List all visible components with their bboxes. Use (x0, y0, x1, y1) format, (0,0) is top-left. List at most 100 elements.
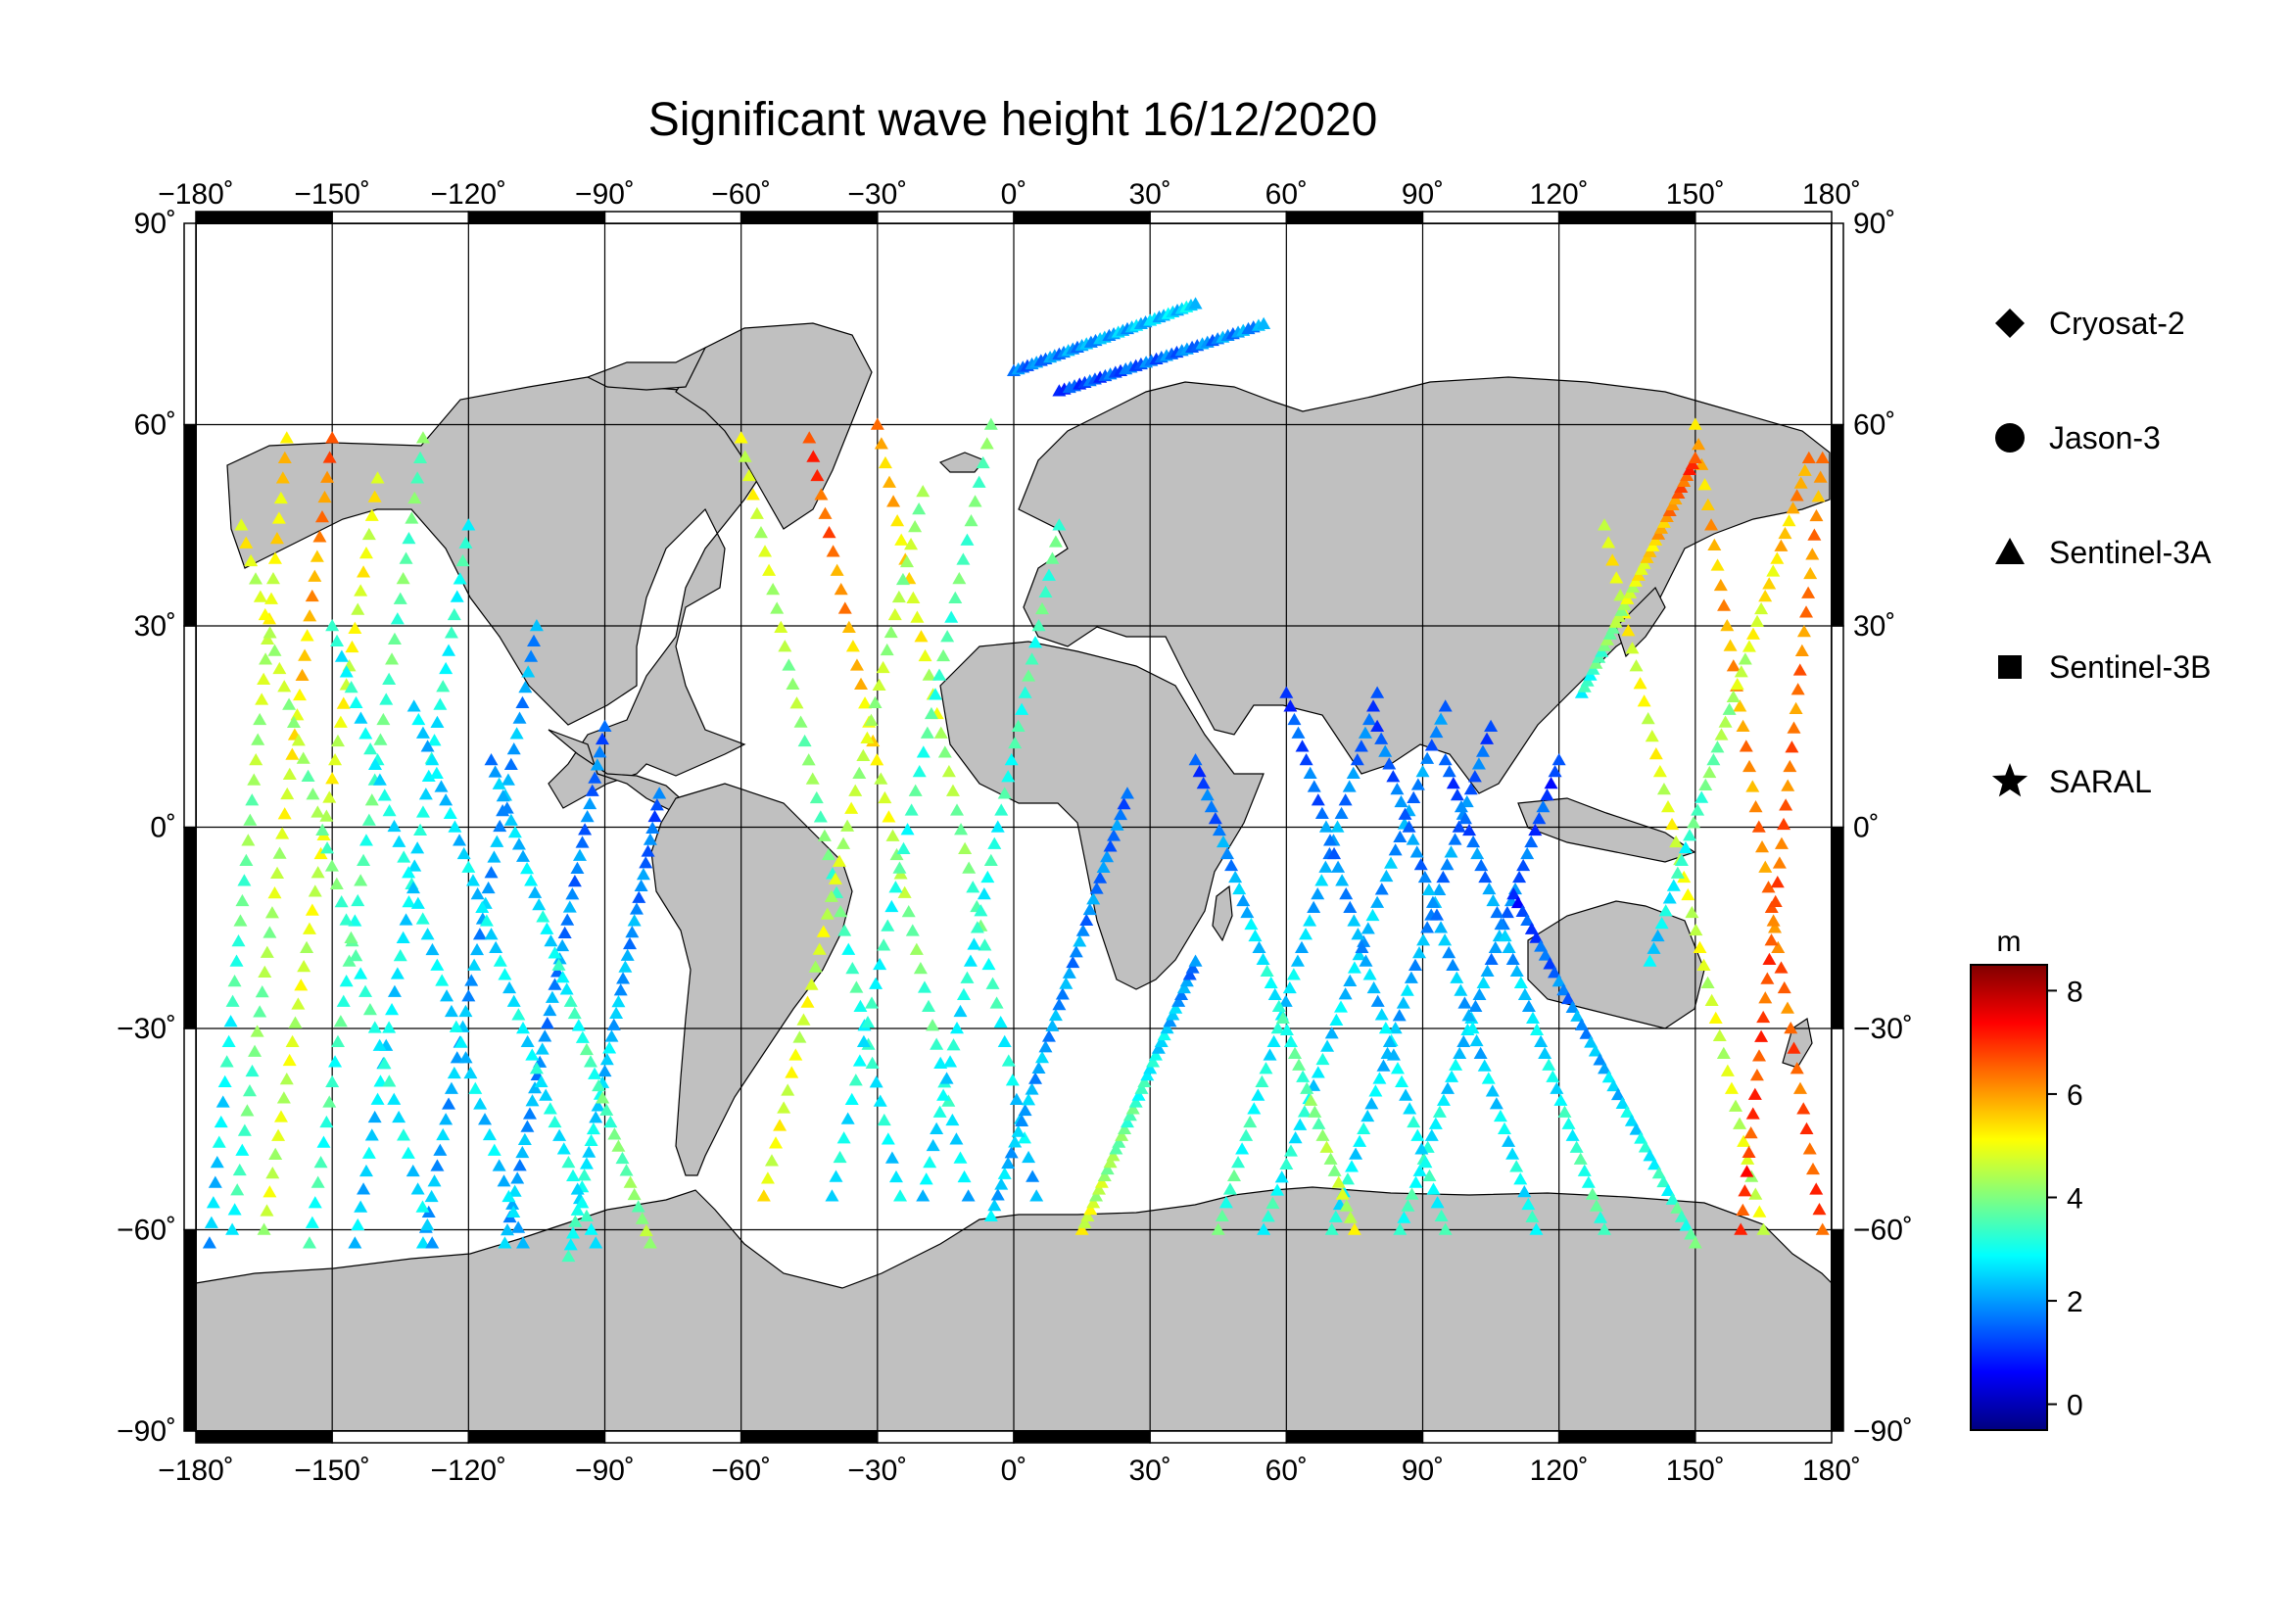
track-marker (436, 1127, 451, 1141)
track-marker (1465, 1022, 1480, 1034)
track-marker (382, 1075, 397, 1087)
track-marker (785, 1066, 799, 1078)
track-marker (1390, 1062, 1405, 1075)
track-marker (344, 681, 358, 693)
track-marker (349, 695, 363, 709)
track-marker (1542, 1058, 1556, 1071)
track-marker (1320, 1039, 1335, 1052)
track-marker (243, 813, 258, 826)
track-marker (960, 533, 975, 546)
track-marker (575, 1030, 590, 1043)
track-marker (1802, 1142, 1817, 1155)
track-marker (1278, 994, 1293, 1007)
track-marker (1610, 1087, 1625, 1101)
track-marker (296, 751, 310, 764)
track-marker (1208, 811, 1222, 825)
track-marker (1787, 1041, 1801, 1054)
track-marker (599, 1053, 614, 1066)
track-marker (448, 820, 462, 833)
track-marker (1372, 1072, 1387, 1084)
track-marker (1490, 905, 1504, 919)
track-marker (1424, 1128, 1439, 1141)
track-marker (505, 1197, 520, 1210)
track-marker (1412, 1164, 1427, 1176)
track-marker (1687, 816, 1701, 829)
track-marker (1754, 601, 1769, 615)
track-marker (282, 767, 297, 780)
track-marker (953, 1151, 968, 1164)
track-marker (1224, 858, 1239, 872)
track-marker (348, 621, 362, 634)
track-marker (1517, 987, 1532, 1000)
track-marker (249, 753, 263, 766)
track-marker (1378, 1022, 1393, 1034)
track-marker (557, 926, 572, 938)
track-marker (1004, 753, 1019, 766)
track-marker (922, 668, 936, 681)
track-marker (1643, 954, 1657, 967)
track-marker (1462, 823, 1477, 836)
track-marker (1055, 987, 1070, 1000)
track-marker (1378, 744, 1393, 757)
track-marker (1428, 1117, 1443, 1129)
track-marker (983, 417, 998, 430)
land-arctic-islands (586, 346, 707, 391)
track-marker (1502, 1134, 1516, 1147)
track-marker (308, 569, 322, 582)
track-marker (1256, 952, 1270, 966)
track-marker (1401, 1199, 1415, 1212)
track-marker (415, 1200, 430, 1213)
track-marker (1656, 782, 1671, 795)
track-marker (917, 980, 931, 993)
track-marker (948, 591, 963, 603)
track-marker (447, 607, 461, 621)
track-marker (997, 1167, 1012, 1179)
track-marker (1103, 1156, 1118, 1169)
track-marker (390, 612, 405, 625)
track-marker (235, 893, 250, 907)
track-marker (1240, 905, 1255, 919)
track-marker (313, 1156, 328, 1169)
track-marker (439, 793, 453, 806)
colorbar: m 0 2 4 6 8 (1970, 926, 2083, 1431)
track-marker (202, 1236, 216, 1249)
track-marker (1279, 686, 1294, 698)
altimeter-tracks (202, 297, 1830, 1263)
track-marker (1100, 849, 1115, 863)
track-marker (1361, 712, 1376, 726)
track-marker (444, 1081, 458, 1094)
frame-bar-right (1831, 1228, 1844, 1432)
track-marker (272, 846, 287, 859)
track-marker (1629, 659, 1644, 672)
track-marker (1550, 1081, 1564, 1094)
track-marker (615, 1151, 630, 1165)
track-marker (639, 1223, 653, 1237)
track-marker (745, 488, 760, 501)
track-marker (865, 1056, 880, 1070)
track-marker (291, 734, 306, 746)
frame-bar-left (183, 1228, 197, 1432)
lon-tick-label-bottom: −180˚ (158, 1455, 234, 1487)
track-marker (1805, 548, 1820, 560)
track-marker (420, 740, 435, 752)
track-marker (802, 431, 817, 444)
track-marker (830, 563, 844, 576)
frame-bar-bottom (331, 1430, 470, 1444)
track-marker (468, 1081, 483, 1094)
track-marker (237, 874, 252, 886)
lon-tick-label-bottom: −150˚ (294, 1455, 370, 1487)
track-marker (1748, 799, 1763, 813)
track-marker (893, 1189, 908, 1202)
track-marker (774, 620, 788, 633)
track-marker (818, 506, 833, 519)
track-marker (1107, 829, 1122, 841)
track-marker (565, 887, 580, 900)
lon-tick-label-top: 30˚ (1128, 178, 1170, 211)
track-marker (1593, 1211, 1607, 1223)
track-marker (1257, 1222, 1271, 1235)
track-marker (354, 711, 368, 724)
track-marker (620, 948, 635, 961)
track-marker (958, 841, 973, 855)
track-marker (440, 989, 454, 1002)
track-marker (1370, 994, 1385, 1007)
